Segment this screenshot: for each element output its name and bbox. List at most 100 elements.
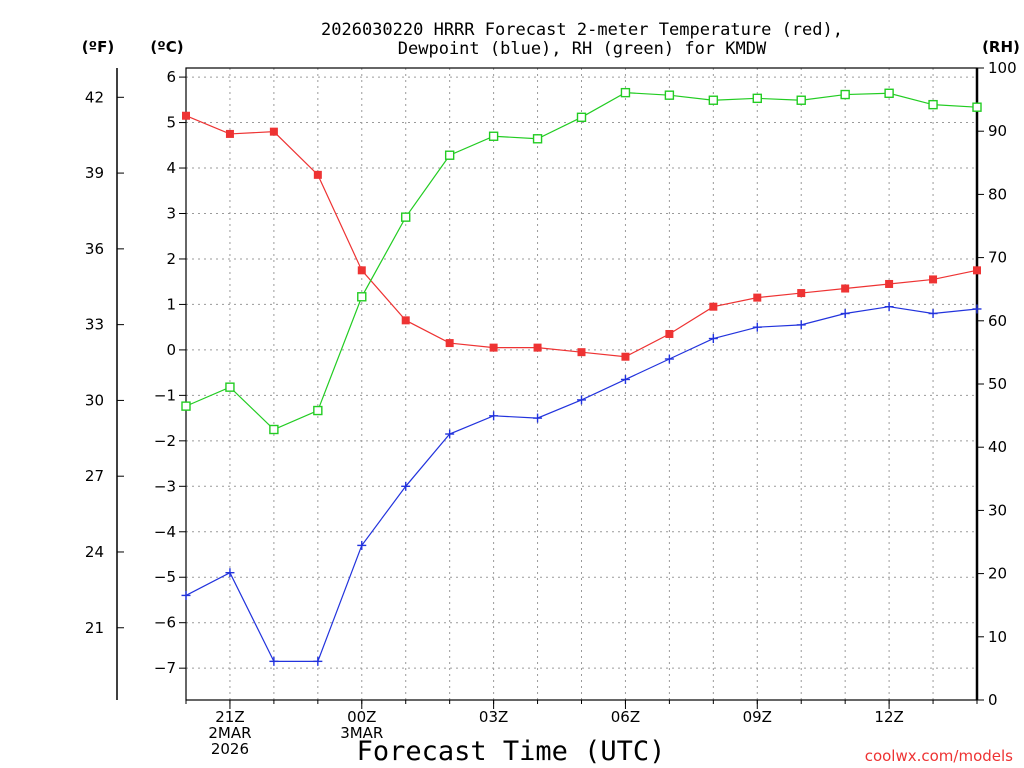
rh-tick-label: 20 — [988, 565, 1007, 583]
dewpoint-point — [796, 320, 806, 330]
dewpoint-point — [972, 304, 982, 314]
dewpoint-point — [181, 590, 191, 600]
plot-frame — [185, 67, 978, 701]
dewpoint-point — [577, 395, 586, 405]
temperature-point — [841, 284, 850, 293]
series-dewpoint — [181, 302, 982, 666]
celsius-tick-label: 5 — [166, 114, 176, 132]
x-tick-label: 09Z — [743, 708, 772, 726]
x-tick-label: 2MAR — [208, 724, 251, 742]
dewpoint-point — [840, 309, 850, 319]
rh-tick-label: 0 — [988, 691, 998, 709]
chart-title-line2: Dewpoint (blue), RH (green) for KMDW — [398, 39, 767, 59]
rh-point — [313, 405, 323, 416]
dewpoint-point — [225, 568, 235, 578]
temperature-point — [401, 316, 410, 325]
temperature-point — [885, 279, 894, 288]
temperature-point — [489, 343, 498, 352]
dewpoint-point — [620, 374, 630, 384]
fahrenheit-tick-label: 42 — [85, 88, 104, 106]
temperature-point — [533, 343, 542, 352]
dewpoint-point — [445, 429, 455, 439]
dewpoint-point — [928, 309, 938, 319]
temperature-point — [753, 293, 762, 302]
x-tick-label: 12Z — [874, 708, 903, 726]
series-rh — [181, 87, 982, 435]
chart-title-line1: 2026030220 HRRR Forecast 2-meter Tempera… — [321, 20, 843, 40]
temperature-point — [182, 111, 190, 120]
fahrenheit-tick-label: 21 — [85, 619, 104, 637]
rh-tick-label: 30 — [988, 501, 1007, 519]
fahrenheit-tick-label: 33 — [85, 316, 104, 334]
x-tick-label: 2026 — [211, 740, 249, 758]
temperature-point — [797, 289, 806, 298]
rh-point — [444, 150, 455, 160]
temperature-point — [357, 266, 366, 275]
rh-tick-label: 50 — [988, 375, 1007, 393]
x-tick-label: 06Z — [611, 708, 640, 726]
celsius-tick-label: 6 — [166, 68, 176, 86]
rh-point — [181, 401, 191, 411]
dewpoint-point — [752, 322, 762, 332]
rh-tick-label: 10 — [988, 628, 1007, 646]
celsius-tick-label: −4 — [154, 523, 176, 541]
dewpoint-point — [708, 334, 718, 344]
fahrenheit-tick-label: 36 — [85, 240, 104, 258]
axes: −7 −6 −5 −4 −3 −2 −1 0 1 2 3 4 5 6 21 24 27 30 33 36 39 42 0 10… — [85, 59, 1017, 758]
dewpoint-point — [357, 540, 367, 550]
celsius-tick-label: 4 — [166, 159, 176, 177]
dewpoint-point — [401, 481, 411, 491]
fahrenheit-tick-label: 39 — [85, 164, 104, 182]
x-axis-title: Forecast Time (UTC) — [357, 736, 666, 767]
temperature-point — [313, 170, 322, 179]
rh-point — [664, 90, 675, 100]
celsius-tick-label: −5 — [154, 568, 176, 586]
fahrenheit-tick-label: 27 — [85, 467, 104, 485]
fahrenheit-axis-label: (ºF) — [82, 38, 114, 56]
series-temperature — [182, 111, 981, 361]
temperature-point — [973, 266, 981, 275]
celsius-tick-label: 0 — [166, 341, 176, 359]
dewpoint-point — [489, 411, 499, 421]
rh-tick-label: 90 — [988, 122, 1007, 140]
x-tick-label: 00Z — [347, 708, 376, 726]
grid-lines — [186, 68, 977, 700]
rh-point — [576, 112, 587, 122]
dewpoint-point — [313, 656, 323, 666]
rh-tick-label: 40 — [988, 438, 1007, 456]
x-tick-label: 3MAR — [340, 724, 383, 742]
rh-point — [225, 382, 235, 392]
celsius-axis-label: (ºC) — [150, 38, 183, 56]
celsius-tick-label: 1 — [166, 295, 176, 313]
rh-axis-label: (RH) — [982, 38, 1020, 56]
celsius-tick-label: −2 — [154, 432, 176, 450]
x-tick-label: 21Z — [215, 708, 244, 726]
rh-tick-label: 60 — [988, 312, 1007, 330]
celsius-tick-label: 3 — [166, 204, 176, 222]
rh-tick-label: 100 — [988, 59, 1017, 77]
rh-tick-label: 70 — [988, 249, 1007, 267]
rh-point — [488, 131, 499, 141]
temperature-point — [577, 348, 586, 357]
rh-point — [708, 95, 719, 105]
rh-point — [972, 102, 982, 112]
celsius-tick-label: −7 — [154, 659, 176, 677]
rh-point — [840, 89, 850, 100]
temperature-point — [665, 329, 674, 338]
dewpoint-point — [884, 302, 894, 312]
rh-point — [357, 292, 367, 302]
rh-point — [620, 87, 631, 98]
rh-point — [269, 424, 279, 435]
credit-label: coolwx.com/models — [865, 747, 1013, 765]
temperature-point — [621, 352, 630, 361]
celsius-tick-label: −3 — [154, 477, 176, 495]
rh-point — [928, 99, 938, 110]
rh-point — [884, 88, 894, 98]
series-layer — [181, 87, 982, 666]
celsius-tick-label: −6 — [154, 614, 176, 632]
temperature-point — [225, 129, 234, 138]
rh-point — [401, 212, 411, 222]
fahrenheit-tick-label: 24 — [85, 543, 104, 561]
dewpoint-point — [664, 354, 674, 364]
